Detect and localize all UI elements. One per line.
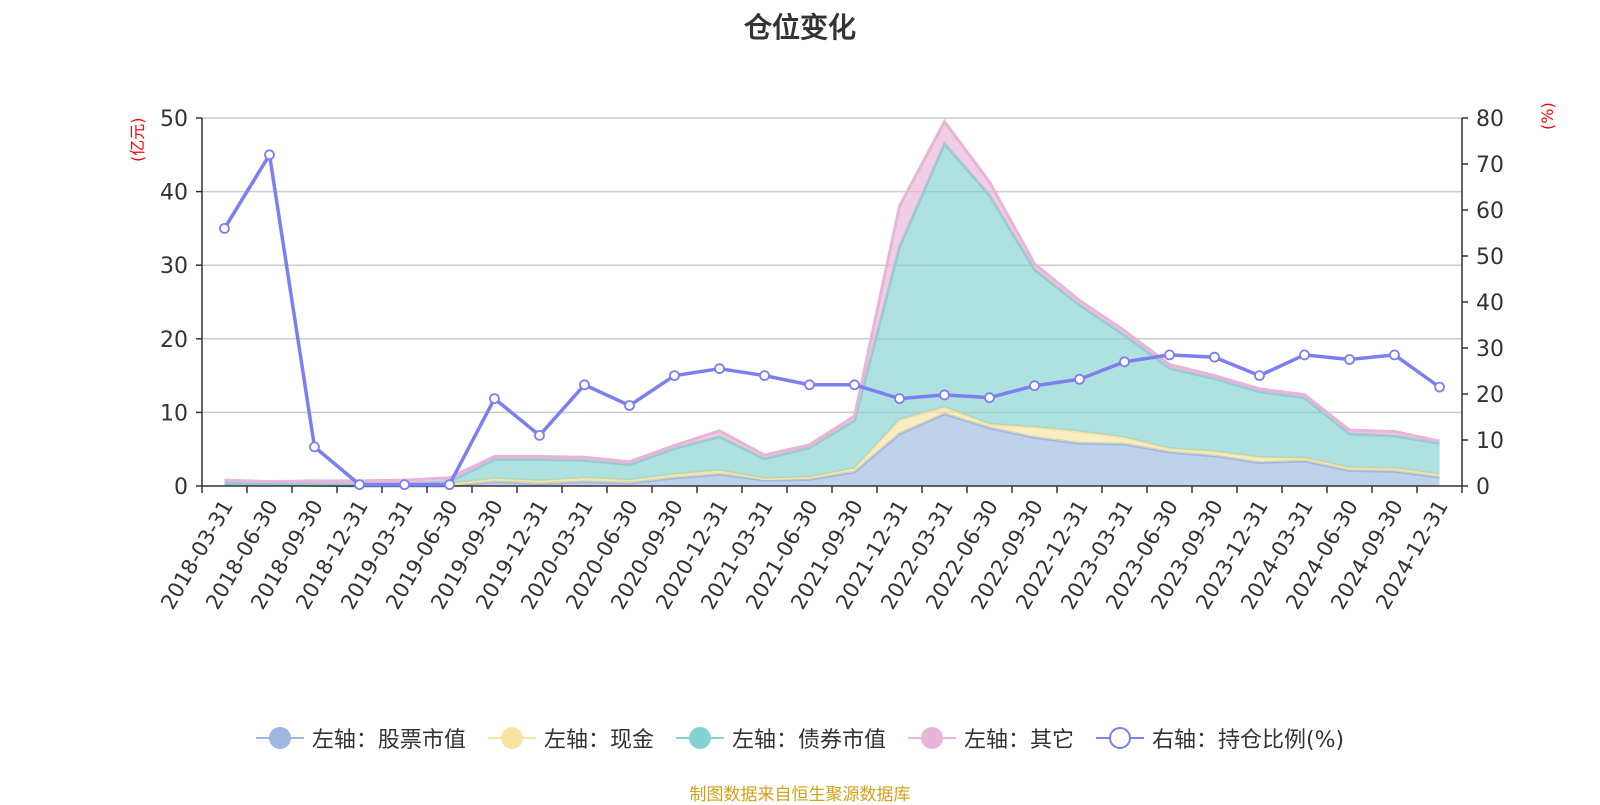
legend-label: 左轴：债券市值	[731, 728, 886, 753]
legend-swatch-dot	[920, 727, 943, 749]
legend-swatch	[907, 726, 956, 750]
legend-item-5[interactable]: 右轴：持仓比例(%)	[1095, 722, 1345, 754]
holding-ratio-point	[264, 149, 275, 161]
left-tick-label: 10	[160, 401, 188, 426]
legend-label: 右轴：持仓比例(%)	[1151, 728, 1345, 753]
legend-swatch	[487, 726, 536, 750]
legend-swatch-dot	[500, 727, 523, 749]
left-tick-label: 50	[160, 107, 188, 132]
right-tick-label: 20	[1476, 383, 1504, 408]
holding-ratio-point	[534, 429, 545, 441]
right-tick-label: 40	[1476, 291, 1504, 316]
legend-label: 左轴：现金	[543, 728, 654, 753]
right-tick-label: 50	[1476, 245, 1504, 270]
area-series-1	[224, 413, 1440, 486]
holding-ratio-point	[624, 400, 635, 411]
holding-ratio-point	[1299, 349, 1310, 361]
legend-swatch-dot	[1108, 727, 1131, 749]
holding-ratio-point	[354, 479, 365, 491]
right-tick-label: 30	[1476, 337, 1504, 362]
right-tick-label: 60	[1476, 199, 1504, 224]
left-tick-label: 20	[160, 328, 188, 353]
legend-label: 左轴：其它	[963, 728, 1074, 753]
holding-ratio-point	[1254, 370, 1265, 382]
chart-title: 仓位变化	[743, 11, 856, 44]
holding-ratio-point	[804, 379, 815, 391]
legend-item-2[interactable]: 左轴：现金	[487, 722, 654, 754]
area-series-4-edge	[224, 118, 1440, 484]
holding-ratio-point	[1389, 349, 1400, 361]
holding-ratio-point	[444, 479, 455, 491]
holding-ratio-point	[714, 363, 725, 375]
left-axis-unit: (亿元)	[128, 117, 147, 163]
holding-ratio-point	[1434, 381, 1445, 393]
left-tick-label: 0	[174, 475, 188, 500]
holding-ratio-point	[1074, 373, 1085, 385]
legend-swatch-dot	[688, 727, 711, 749]
holding-ratio-point	[1029, 380, 1040, 392]
holding-ratio-point	[219, 222, 230, 234]
holding-ratio-point	[849, 379, 860, 391]
chart-plot: 01020304050010203040506070802018-03-3120…	[156, 107, 1504, 613]
holding-ratio-point	[1164, 349, 1175, 361]
holding-ratio-point	[894, 393, 905, 405]
holding-ratio-point	[309, 441, 320, 453]
legend-swatch-dot	[268, 727, 291, 749]
left-tick-label: 30	[160, 254, 188, 279]
holding-ratio-point	[759, 370, 770, 382]
right-tick-label: 70	[1476, 153, 1504, 178]
legend-swatch	[255, 726, 304, 750]
legend-item-1[interactable]: 左轴：股票市值	[255, 722, 466, 754]
chart-legend: 左轴：股票市值 左轴：现金 左轴：债券市值 左轴：其它 右轴：持仓比例(%)	[0, 720, 1600, 756]
legend-item-3[interactable]: 左轴：债券市值	[675, 722, 886, 754]
legend-swatch	[1095, 726, 1144, 750]
holding-ratio-point	[579, 379, 590, 391]
right-tick-label: 0	[1476, 475, 1490, 500]
right-tick-label: 10	[1476, 429, 1504, 454]
holding-ratio-line	[223, 153, 1441, 487]
left-tick-label: 40	[160, 181, 188, 206]
legend-label: 左轴：股票市值	[311, 728, 466, 753]
holding-ratio-point	[669, 370, 680, 382]
right-axis-unit: (%)	[1538, 102, 1557, 130]
holding-ratio-point	[399, 479, 410, 491]
right-tick-label: 80	[1476, 107, 1504, 132]
data-source-note: 制图数据来自恒生聚源数据库	[689, 785, 911, 805]
area-series-3	[224, 143, 1440, 484]
holding-ratio-point	[1119, 356, 1130, 368]
holding-ratio-point	[939, 389, 950, 401]
holding-ratio-point	[1209, 351, 1220, 363]
legend-swatch	[675, 726, 724, 750]
legend-item-4[interactable]: 左轴：其它	[907, 722, 1074, 754]
holding-ratio-point	[489, 393, 500, 405]
holding-ratio-point	[1344, 354, 1355, 365]
holding-ratio-point	[984, 392, 995, 404]
